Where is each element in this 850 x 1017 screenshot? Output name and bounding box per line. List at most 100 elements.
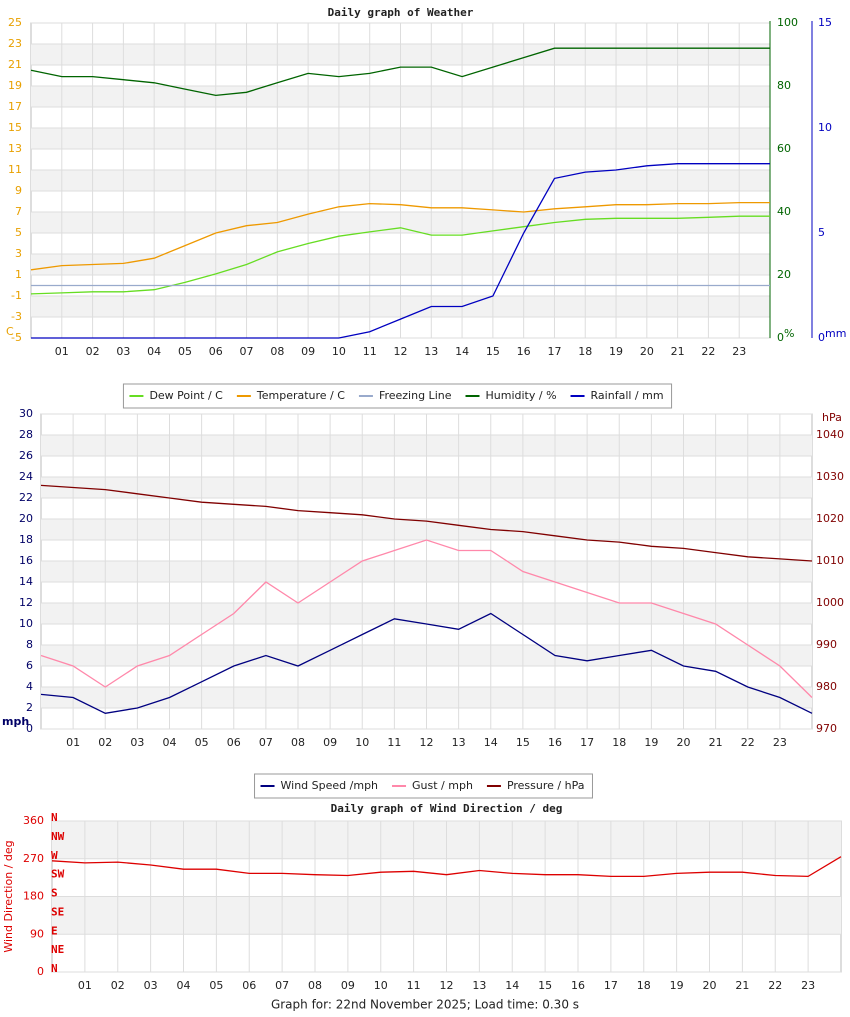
y-tick-label: 180 (23, 890, 44, 903)
legend-label: Pressure / hPa (507, 779, 585, 792)
x-tick-label: 05 (195, 736, 209, 749)
legend-box (254, 773, 593, 799)
x-tick-label: 11 (387, 736, 401, 749)
y-tick-label: 21 (8, 58, 22, 71)
x-tick-label: 13 (424, 345, 438, 358)
y-tick-label: 4 (26, 680, 33, 693)
y-tick-label: -1 (11, 289, 22, 302)
series-line (40, 539, 813, 698)
y2-tick-label: 0 (777, 331, 784, 344)
y2-tick-label: 60 (777, 142, 791, 155)
y-tick-label: 0 (37, 965, 44, 978)
x-tick-label: 03 (130, 736, 144, 749)
series-line (30, 47, 770, 97)
compass-tick-label: NE (51, 943, 64, 956)
legend: Wind Speed /mph Gust / mph Pressure / hPa (254, 773, 593, 799)
y-tick-label: 28 (19, 428, 33, 441)
y2-tick-label: 1000 (816, 596, 844, 609)
y-tick-label: 5 (15, 226, 22, 239)
x-tick-label: 02 (86, 345, 100, 358)
compass-tick-label: N (51, 811, 58, 824)
y2-tick-label: 970 (816, 722, 837, 735)
x-tick-label: 21 (671, 345, 685, 358)
x-tick-label: 16 (571, 979, 585, 992)
x-tick-label: 16 (517, 345, 531, 358)
x-tick-label: 20 (677, 736, 691, 749)
x-tick-label: 06 (242, 979, 256, 992)
x-tick-label: 07 (275, 979, 289, 992)
x-tick-label: 01 (55, 345, 69, 358)
x-tick-label: 06 (227, 736, 241, 749)
y-axis-label: Wind Direction / deg (2, 840, 15, 952)
x-tick-label: 10 (332, 345, 346, 358)
x-tick-label: 20 (640, 345, 654, 358)
compass-tick-label: E (51, 924, 58, 937)
x-tick-label: 14 (484, 736, 498, 749)
legend-label: Dew Point / C (149, 389, 223, 402)
x-tick-label: 12 (420, 736, 434, 749)
legend-label: Temperature / C (256, 389, 345, 402)
compass-tick-label: W (51, 849, 58, 862)
x-tick-label: 15 (486, 345, 500, 358)
x-tick-label: 23 (773, 736, 787, 749)
y-tick-label: -3 (11, 310, 22, 323)
x-tick-label: 05 (209, 979, 223, 992)
y2-tick-label: 1020 (816, 512, 844, 525)
x-tick-label: 12 (394, 345, 408, 358)
legend-label: Rainfall / mm (591, 389, 664, 402)
y-tick-label: 8 (26, 638, 33, 651)
x-tick-label: 18 (612, 736, 626, 749)
y-tick-label: 11 (8, 163, 22, 176)
y-tick-label: 7 (15, 205, 22, 218)
y2-tick-label: 1040 (816, 428, 844, 441)
series-line (51, 856, 842, 878)
legend-label: Gust / mph (412, 779, 473, 792)
x-tick-label: 22 (768, 979, 782, 992)
x-tick-label: 22 (741, 736, 755, 749)
x-tick-label: 09 (301, 345, 315, 358)
x-tick-label: 16 (548, 736, 562, 749)
x-tick-label: 18 (578, 345, 592, 358)
x-tick-label: 22 (701, 345, 715, 358)
y3-tick-label: 0 (818, 331, 825, 344)
compass-tick-label: N (51, 962, 58, 975)
x-tick-label: 23 (732, 345, 746, 358)
x-tick-label: 21 (735, 979, 749, 992)
x-tick-label: 19 (609, 345, 623, 358)
y-tick-label: 24 (19, 470, 33, 483)
y-tick-label: 22 (19, 491, 33, 504)
series-line (40, 612, 813, 714)
x-tick-label: 04 (177, 979, 191, 992)
y2-tick-label: 40 (777, 205, 791, 218)
x-tick-label: 10 (355, 736, 369, 749)
x-tick-label: 19 (644, 736, 658, 749)
series-line (40, 484, 813, 562)
x-tick-label: 03 (144, 979, 158, 992)
x-tick-label: 05 (178, 345, 192, 358)
y-tick-label: 2 (26, 701, 33, 714)
y2-tick-label: 1030 (816, 470, 844, 483)
compass-tick-label: SW (51, 868, 65, 881)
x-tick-label: 02 (111, 979, 125, 992)
y-tick-label: 270 (23, 852, 44, 865)
y3-tick-label: 10 (818, 121, 832, 134)
x-tick-label: 08 (270, 345, 284, 358)
x-tick-label: 01 (78, 979, 92, 992)
y2-tick-label: 20 (777, 268, 791, 281)
x-tick-label: 04 (163, 736, 177, 749)
y2-tick-label: 1010 (816, 554, 844, 567)
compass-tick-label: SE (51, 905, 64, 918)
y-tick-label: 25 (8, 16, 22, 29)
series-line (30, 201, 770, 271)
y2-tick-label: 980 (816, 680, 837, 693)
x-tick-label: 11 (407, 979, 421, 992)
x-tick-label: 08 (291, 736, 305, 749)
y-tick-label: 1 (15, 268, 22, 281)
x-tick-label: 23 (801, 979, 815, 992)
y-tick-label: 0 (26, 722, 33, 735)
x-tick-label: 11 (363, 345, 377, 358)
compass-tick-label: S (51, 887, 58, 900)
y-tick-label: 16 (19, 554, 33, 567)
y3-axis-label: mm (825, 327, 846, 340)
